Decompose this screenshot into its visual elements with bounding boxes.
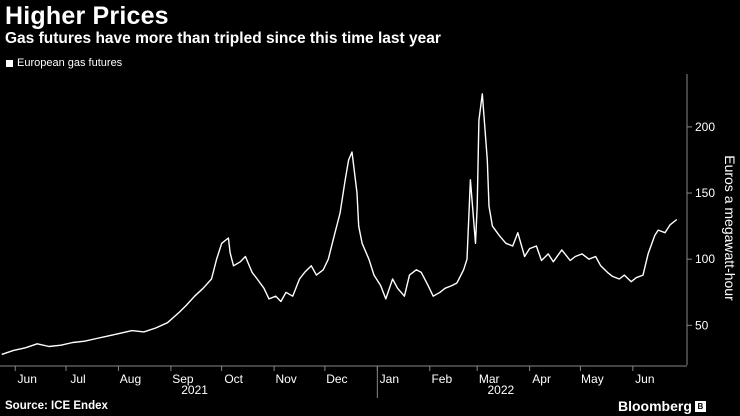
year-label: 2022 — [488, 383, 515, 397]
x-tick-label: Jul — [70, 372, 85, 386]
brand-name: Bloomberg — [618, 398, 692, 414]
x-tick-label: Jun — [635, 372, 654, 386]
chart-title: Higher Prices — [5, 2, 169, 30]
x-tick-label: Sep — [172, 372, 194, 386]
x-tick-label: May — [581, 372, 604, 386]
x-tick-label: Jun — [18, 372, 37, 386]
y-tick-label: 50 — [695, 318, 709, 332]
y-axis-title: Euros a megawatt-hour — [722, 155, 738, 301]
legend-label: European gas futures — [17, 57, 123, 69]
y-tick-label: 200 — [695, 120, 715, 134]
brand-logo: Bloomberg B — [618, 398, 706, 414]
year-label: 2021 — [181, 383, 208, 397]
x-tick-label: Dec — [326, 372, 347, 386]
x-tick-label: Apr — [532, 372, 551, 386]
y-tick-label: 100 — [695, 252, 715, 266]
x-tick-label: Feb — [431, 372, 452, 386]
legend-swatch — [6, 59, 13, 67]
x-tick-label: Oct — [224, 372, 243, 386]
chart-subtitle: Gas futures have more than tripled since… — [5, 30, 441, 47]
x-tick-label: Jan — [380, 372, 399, 386]
x-tick-label: Mar — [479, 372, 500, 386]
x-tick-label: Aug — [120, 372, 141, 386]
bloomberg-mark-icon: B — [694, 400, 706, 412]
legend: European gas futures — [6, 57, 122, 69]
y-tick-label: 150 — [695, 186, 715, 200]
source-note: Source: ICE Endex — [5, 400, 108, 412]
x-tick-label: Nov — [275, 372, 296, 386]
series-line-european-gas-futures — [1, 93, 678, 356]
